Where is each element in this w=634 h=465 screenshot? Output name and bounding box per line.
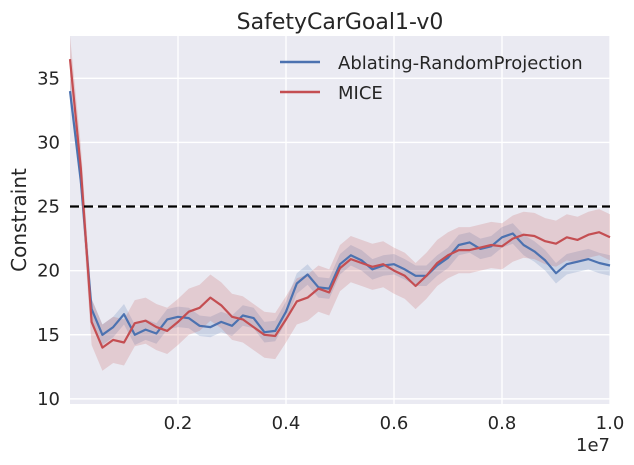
y-tick-label: 20 xyxy=(37,261,60,282)
line-series-1 xyxy=(68,58,611,349)
plot-background xyxy=(70,36,610,404)
y-axis-label: Constraint xyxy=(7,168,31,272)
y-tick-label: 30 xyxy=(37,132,60,153)
band-series-0 xyxy=(70,80,610,346)
chart-title: SafetyCarGoal1-v0 xyxy=(237,10,444,35)
x-tick-label: 0.2 xyxy=(164,413,193,434)
x-tick-labels: 0.2 0.4 0.6 0.8 1.0 xyxy=(164,413,625,434)
y-tick-labels: 10 15 20 25 30 35 xyxy=(37,68,60,410)
y-tick-label: 35 xyxy=(37,68,60,89)
legend: Ablating-RandomProjection MICE xyxy=(280,53,583,104)
confidence-bands xyxy=(70,36,610,371)
x-tick-label: 1.0 xyxy=(596,413,625,434)
legend-label-ablating: Ablating-RandomProjection xyxy=(338,53,583,74)
band-series-1 xyxy=(70,36,610,371)
series-lines xyxy=(68,58,611,349)
x-tick-label: 0.4 xyxy=(272,413,301,434)
x-tick-label: 0.6 xyxy=(380,413,409,434)
x-tick-label: 0.8 xyxy=(488,413,517,434)
y-tick-label: 10 xyxy=(37,389,60,410)
y-tick-label: 25 xyxy=(37,197,60,218)
x-scale-label: 1e7 xyxy=(576,435,610,456)
legend-label-mice: MICE xyxy=(338,83,383,104)
y-tick-label: 15 xyxy=(37,325,60,346)
